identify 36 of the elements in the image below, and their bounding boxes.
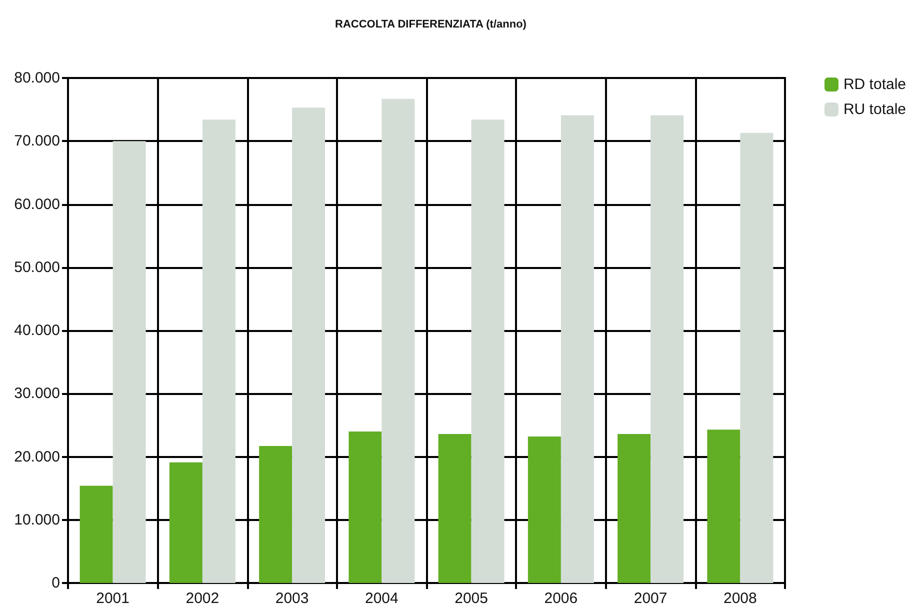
- bar: [438, 434, 472, 583]
- x-tick-label: 2002: [186, 590, 220, 607]
- bar: [528, 436, 561, 583]
- bar: [471, 120, 504, 583]
- bar: [112, 141, 146, 583]
- bar: [80, 486, 113, 583]
- bar: [560, 115, 594, 583]
- x-tick-label: 2001: [96, 590, 130, 607]
- x-tick-label: 2008: [724, 590, 757, 607]
- y-tick-label: 30.000: [14, 385, 60, 402]
- y-tick-label: 80.000: [14, 70, 60, 86]
- legend-label: RU totale: [843, 101, 906, 118]
- y-tick-label: 70.000: [14, 132, 60, 150]
- bar: [202, 120, 236, 583]
- y-tick-label: 0: [52, 574, 60, 592]
- x-tick-label: 2006: [544, 590, 578, 607]
- legend-label: RD totale: [843, 76, 906, 93]
- bar: [740, 132, 774, 583]
- x-tick-label: 2004: [365, 590, 398, 607]
- bar: [348, 432, 382, 583]
- x-tick-label: 2003: [275, 590, 309, 607]
- bar: [650, 115, 684, 583]
- y-tick-label: 40.000: [14, 322, 60, 339]
- bar: [259, 446, 292, 583]
- y-tick-label: 60.000: [14, 196, 60, 213]
- x-tick-label: 2007: [634, 590, 668, 607]
- y-tick-label: 50.000: [14, 258, 60, 276]
- x-tick-label: 2005: [454, 590, 488, 607]
- y-tick-label: 10.000: [14, 511, 60, 528]
- y-tick-label: 20.000: [14, 448, 60, 466]
- bar: [292, 108, 326, 583]
- bar: [618, 434, 651, 583]
- bar: [169, 462, 202, 583]
- bar: [707, 430, 740, 583]
- bar: [382, 98, 415, 583]
- chart-title: RACCOLTA DIFFERENZIATA (t/anno): [335, 18, 527, 30]
